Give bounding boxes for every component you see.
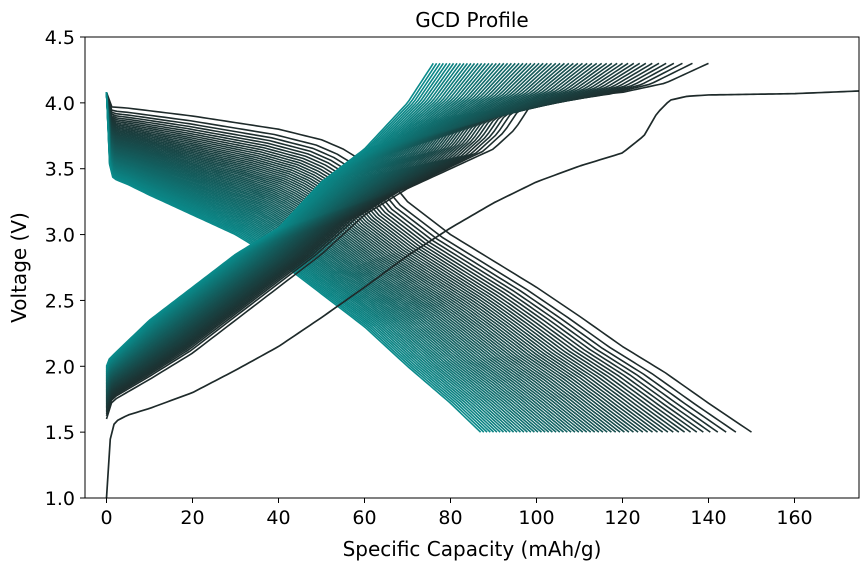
discharge-curve-cycle-21 bbox=[105, 92, 625, 433]
discharge-curve-cycle-52 bbox=[105, 92, 508, 433]
x-tick-label: 160 bbox=[776, 507, 812, 529]
series-layer bbox=[105, 62, 859, 498]
discharge-curve-cycle-33 bbox=[105, 92, 576, 433]
discharge-curve-cycle-35 bbox=[105, 92, 568, 433]
plot-frame bbox=[84, 36, 860, 499]
discharge-curve-cycle-47 bbox=[105, 92, 525, 433]
discharge-curve-cycle-2 bbox=[105, 92, 737, 433]
y-tick-label: 1.0 bbox=[45, 488, 75, 510]
charge-curve-cycle-60 bbox=[105, 62, 434, 367]
discharge-curve-cycle-45 bbox=[105, 92, 532, 433]
y-tick-label: 4.5 bbox=[45, 27, 75, 49]
discharge-curve-cycle-59 bbox=[105, 92, 485, 433]
discharge-curve-cycle-50 bbox=[105, 92, 515, 433]
discharge-curve-cycle-15 bbox=[105, 92, 654, 433]
discharge-curve-cycle-49 bbox=[105, 92, 518, 433]
x-tick-label: 40 bbox=[266, 507, 290, 529]
discharge-curve-cycle-48 bbox=[105, 92, 521, 433]
y-tick-label: 3.0 bbox=[45, 225, 75, 247]
y-axis-title: Voltage (V) bbox=[7, 212, 31, 323]
discharge-curve-cycle-41 bbox=[105, 92, 546, 433]
y-tick-label: 2.5 bbox=[45, 290, 75, 312]
discharge-curve-cycle-44 bbox=[105, 92, 535, 433]
discharge-curve-cycle-25 bbox=[105, 92, 608, 433]
x-axis-title: Specific Capacity (mAh/g) bbox=[343, 537, 602, 561]
discharge-curve-cycle-4 bbox=[105, 92, 719, 433]
discharge-curve-cycle-29 bbox=[105, 92, 592, 433]
discharge-curve-cycle-58 bbox=[105, 92, 488, 433]
x-tick-label: 60 bbox=[352, 507, 376, 529]
discharge-curve-cycle-19 bbox=[105, 92, 634, 433]
y-tick-label: 2.0 bbox=[45, 356, 75, 378]
discharge-curve-cycle-38 bbox=[105, 92, 557, 433]
discharge-curve-cycle-17 bbox=[105, 92, 644, 433]
discharge-curve-cycle-13 bbox=[105, 92, 664, 433]
discharge-curve-cycle-20 bbox=[105, 92, 630, 433]
discharge-curve-cycle-8 bbox=[105, 92, 692, 433]
y-tick-label: 1.5 bbox=[45, 422, 75, 444]
discharge-curve-cycle-26 bbox=[105, 92, 604, 433]
discharge-curve-cycle-28 bbox=[105, 92, 596, 433]
discharge-curve-cycle-31 bbox=[105, 92, 584, 433]
discharge-curve-cycle-11 bbox=[105, 92, 674, 433]
discharge-curve-cycle-10 bbox=[105, 92, 680, 433]
discharge-curve-cycle-16 bbox=[105, 92, 649, 433]
x-tick-label: 100 bbox=[518, 507, 554, 529]
x-tick-label: 120 bbox=[604, 507, 640, 529]
discharge-curve-cycle-24 bbox=[105, 92, 612, 433]
charge-curve-cycle-1 bbox=[105, 90, 859, 498]
y-tick-label: 4.0 bbox=[45, 93, 75, 115]
discharge-curve-cycle-14 bbox=[105, 92, 659, 433]
discharge-curve-cycle-5 bbox=[105, 92, 711, 433]
discharge-curve-cycle-7 bbox=[105, 92, 698, 433]
discharge-curve-cycle-9 bbox=[105, 92, 686, 433]
discharge-curve-cycle-39 bbox=[105, 92, 553, 433]
x-tick-layer: 0 20 40 60 80 100 120 140 160 bbox=[100, 498, 813, 529]
discharge-curve-cycle-3 bbox=[105, 92, 727, 433]
x-tick-label: 20 bbox=[180, 507, 204, 529]
discharge-curve-cycle-40 bbox=[105, 92, 550, 433]
discharge-curve-cycle-43 bbox=[105, 92, 539, 433]
discharge-curve-cycle-51 bbox=[105, 92, 511, 433]
discharge-curve-cycle-6 bbox=[105, 92, 704, 433]
discharge-curve-cycle-42 bbox=[105, 92, 543, 433]
discharge-curve-cycle-18 bbox=[105, 92, 639, 433]
discharge-curve-cycle-27 bbox=[105, 92, 600, 433]
x-tick-label: 0 bbox=[100, 507, 112, 529]
discharge-curve-cycle-32 bbox=[105, 92, 580, 433]
x-tick-label: 140 bbox=[690, 507, 726, 529]
discharge-curve-cycle-22 bbox=[105, 92, 621, 433]
discharge-curve-cycle-1 bbox=[105, 92, 752, 433]
discharge-curve-cycle-23 bbox=[105, 92, 617, 433]
discharge-curve-cycle-12 bbox=[105, 92, 669, 433]
discharge-curve-cycle-34 bbox=[105, 92, 572, 433]
discharge-curve-cycle-46 bbox=[105, 92, 528, 433]
discharge-curve-cycle-57 bbox=[105, 92, 491, 433]
discharge-curve-cycle-36 bbox=[105, 92, 565, 433]
y-tick-label: 3.5 bbox=[45, 159, 75, 181]
discharge-curve-cycle-37 bbox=[105, 92, 561, 433]
x-tick-label: 80 bbox=[438, 507, 462, 529]
chart-title: GCD Profile bbox=[415, 8, 528, 32]
y-tick-layer: 1.0 1.5 2.0 2.5 3.0 3.5 4.0 4.5 bbox=[45, 27, 85, 510]
discharge-curve-cycle-30 bbox=[105, 92, 588, 433]
